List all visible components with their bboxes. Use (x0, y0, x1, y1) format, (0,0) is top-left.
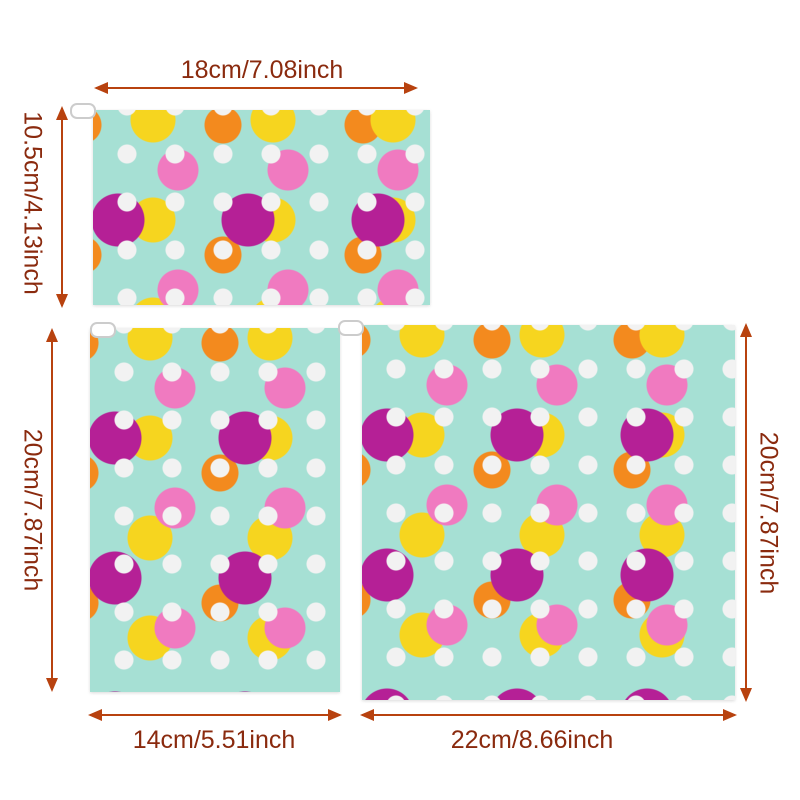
medium-bag-width-label: 14cm/5.51inch (132, 726, 296, 754)
zipper-pull (338, 320, 364, 336)
small-bag-width-arrow (94, 82, 418, 94)
medium-bag-height-label: 20cm/7.87inch (18, 428, 47, 592)
large-bag-width-label: 22cm/8.66inch (450, 726, 614, 754)
large-cupcake-bag (362, 325, 735, 700)
zipper-pull (90, 322, 116, 338)
small-bag-height-arrow (56, 106, 68, 308)
small-cupcake-bag (93, 110, 430, 305)
large-bag-height-arrow (740, 323, 752, 702)
medium-cupcake-bag (90, 328, 340, 692)
large-bag-height-label: 20cm/7.87inch (754, 431, 783, 595)
small-bag-height-label: 10.5cm/4.13inch (18, 111, 47, 295)
large-bag-width-arrow (360, 709, 737, 721)
zipper-pull (70, 103, 96, 119)
small-bag-width-label: 18cm/7.08inch (180, 56, 344, 84)
medium-bag-height-arrow (46, 328, 58, 692)
medium-bag-width-arrow (88, 709, 342, 721)
